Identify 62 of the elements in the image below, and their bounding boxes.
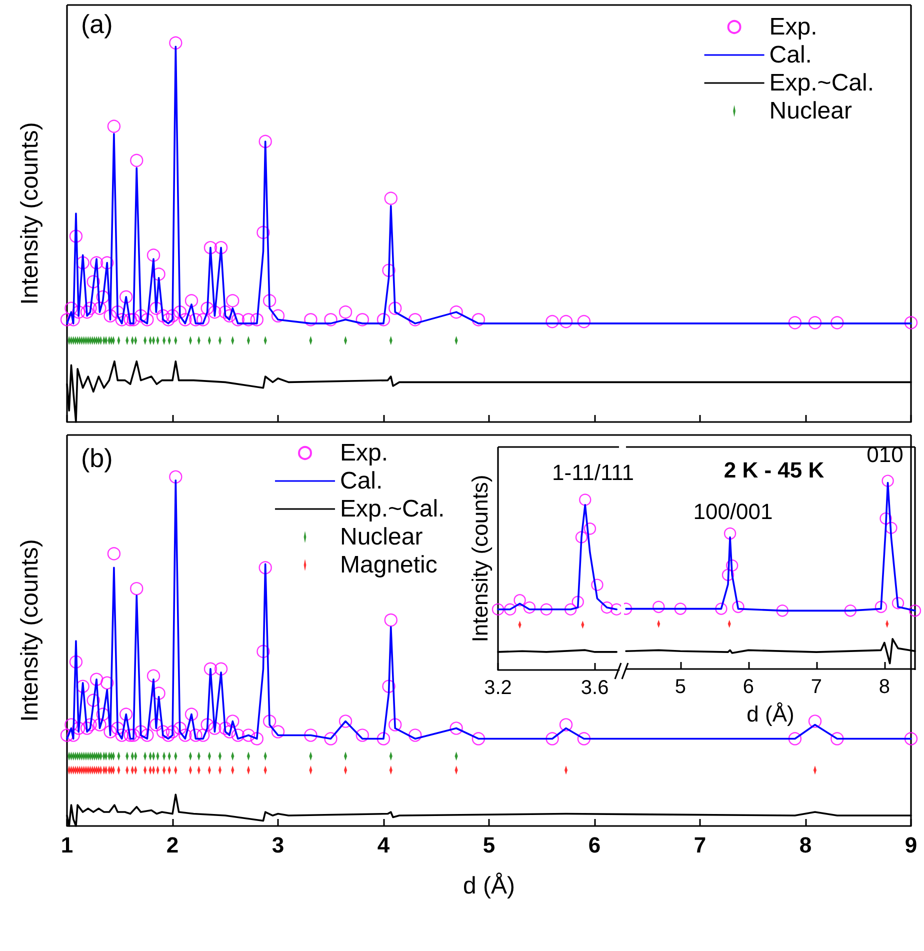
point xyxy=(540,603,552,616)
legend-label: Exp.~Cal. xyxy=(340,496,445,522)
y-axis-title: Intensity (counts) xyxy=(468,474,492,642)
x-tick-label: 6 xyxy=(742,676,754,698)
x-tick-label: 2 xyxy=(166,832,179,858)
point xyxy=(732,600,744,614)
x-tick-label: 4 xyxy=(377,832,390,858)
x-tick-label: 8 xyxy=(799,832,812,858)
point xyxy=(726,559,738,572)
x-axis-title: d (Å) xyxy=(746,702,794,726)
x-axis-title: d (Å) xyxy=(462,872,516,900)
x-tick-label: 6 xyxy=(588,832,601,858)
point xyxy=(610,603,621,616)
point xyxy=(892,597,904,610)
x-tick-label: 3 xyxy=(272,832,284,858)
y-axis-title: Intensity (counts) xyxy=(16,539,44,722)
point xyxy=(584,522,596,535)
point xyxy=(908,604,922,617)
point xyxy=(591,578,604,591)
point xyxy=(715,602,728,615)
annotation: 1-11/111 xyxy=(552,460,634,486)
point xyxy=(874,600,888,614)
x-tick-label: 5 xyxy=(674,676,686,698)
point xyxy=(674,602,686,615)
point xyxy=(882,474,894,487)
x-tick-label: 7 xyxy=(694,832,706,858)
legend-label: Magnetic xyxy=(340,552,438,578)
x-tick-label: 3.2 xyxy=(484,677,512,699)
point xyxy=(844,604,856,617)
annotation: 100/001 xyxy=(693,499,773,525)
legend-label: Nuclear xyxy=(340,524,423,550)
point xyxy=(504,603,516,616)
point xyxy=(600,601,613,614)
x-tick-label: 1 xyxy=(60,832,74,858)
legend-label: Cal. xyxy=(340,468,383,494)
x-tick-label: 3.6 xyxy=(580,677,609,699)
y-axis-title: Intensity (counts) xyxy=(16,122,44,305)
legend-label: Exp. xyxy=(769,14,818,40)
x-tick-label: 8 xyxy=(878,676,890,698)
legend-label: Cal. xyxy=(769,42,812,68)
point xyxy=(722,568,734,582)
point xyxy=(492,603,504,616)
point xyxy=(514,594,526,606)
point xyxy=(724,527,736,540)
point xyxy=(885,522,898,534)
point xyxy=(575,531,588,544)
point xyxy=(572,596,584,608)
point xyxy=(652,600,665,614)
x-tick-label: 9 xyxy=(904,832,918,858)
x-tick-label: 5 xyxy=(482,832,496,858)
legend-label: Nuclear xyxy=(769,98,852,124)
x-tick-label: 7 xyxy=(810,676,822,698)
point xyxy=(564,603,577,616)
point xyxy=(523,601,536,614)
legend-label: Exp. xyxy=(340,440,388,466)
chart-title: 2 K - 45 K xyxy=(724,458,824,482)
point xyxy=(579,494,592,506)
chart-title: (a) xyxy=(81,9,113,39)
chart-title: (b) xyxy=(81,443,113,473)
point xyxy=(880,512,892,525)
point xyxy=(776,604,788,617)
legend-label: Exp.~Cal. xyxy=(769,70,874,96)
